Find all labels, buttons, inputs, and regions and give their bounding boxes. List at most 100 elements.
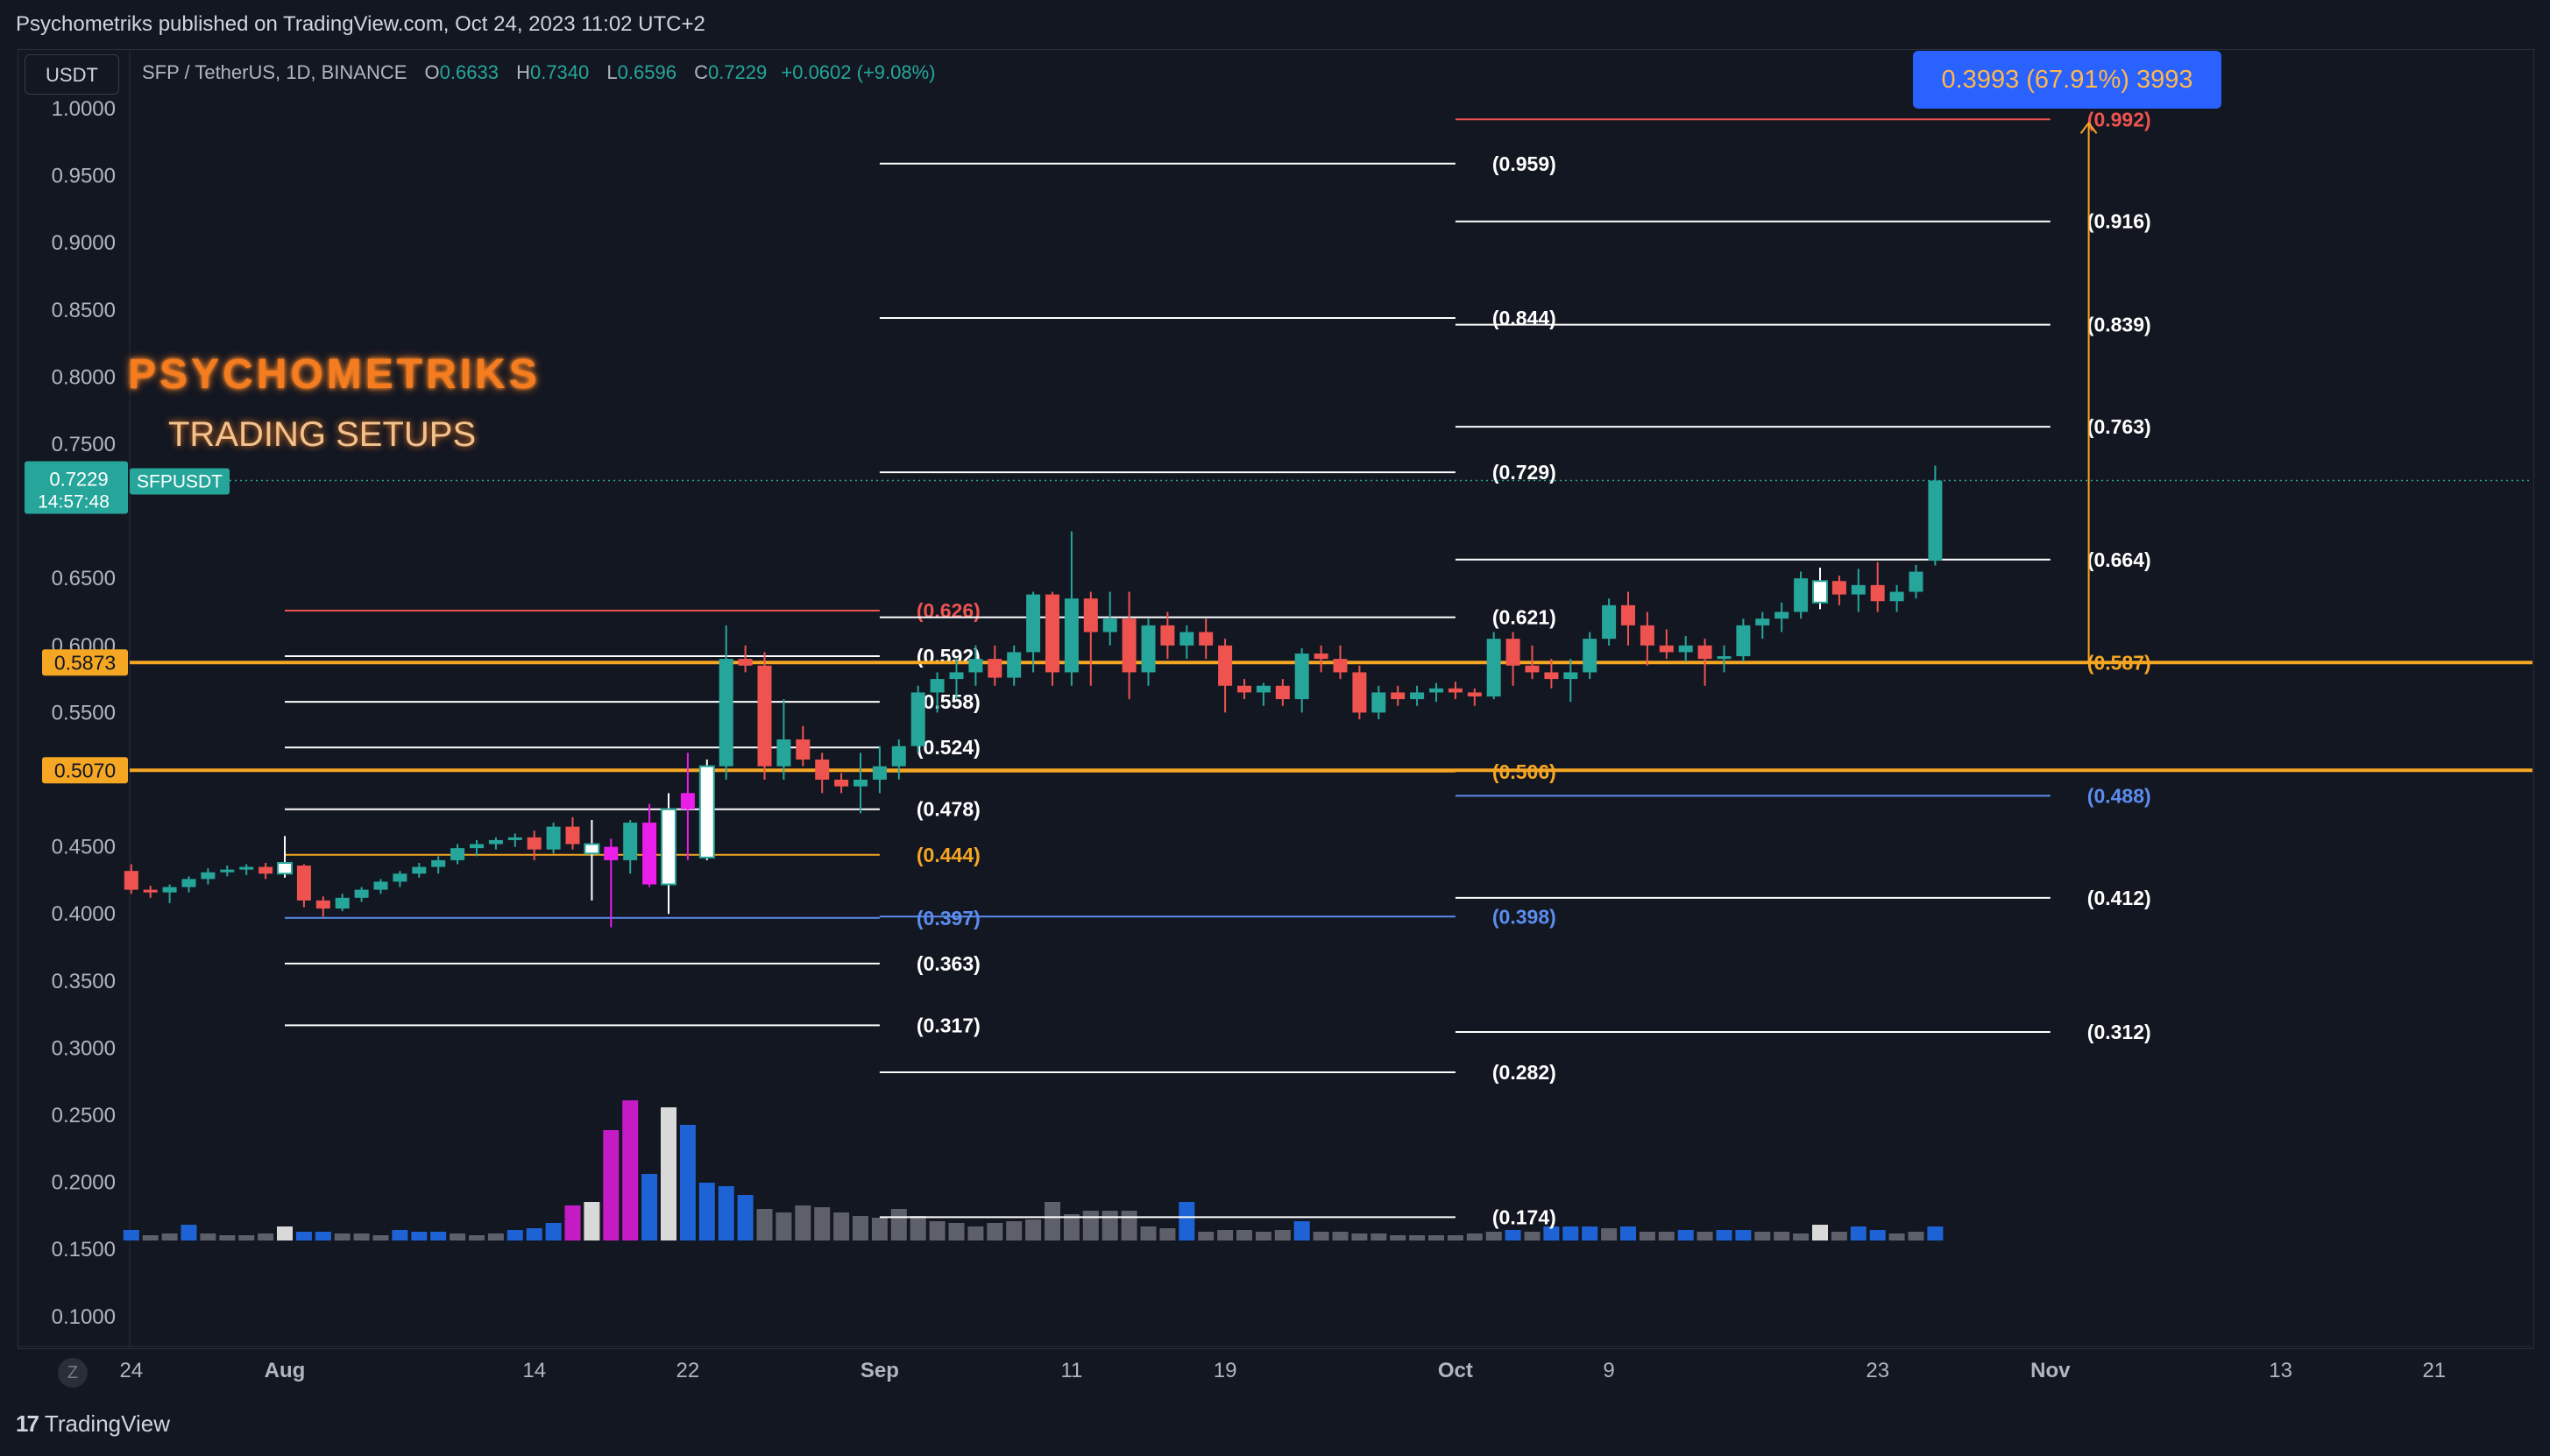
candle-body[interactable] — [698, 765, 715, 859]
candle-body[interactable] — [604, 846, 619, 860]
candle-body[interactable] — [1256, 685, 1271, 693]
candle-body[interactable] — [757, 665, 772, 767]
candle-body[interactable] — [1544, 672, 1559, 680]
candle-body[interactable] — [1026, 594, 1041, 653]
candle-body[interactable] — [373, 881, 388, 890]
price-range-measure-label[interactable]: 0.3993 (67.91%) 3993 — [1913, 51, 2221, 109]
legend-symbol[interactable]: SFP / TetherUS, 1D, BINANCE — [142, 61, 407, 83]
candle-body[interactable] — [315, 900, 330, 909]
candle-body[interactable] — [393, 873, 407, 882]
candle-body[interactable] — [1467, 692, 1482, 697]
candle-body[interactable] — [1812, 580, 1828, 604]
candle-body[interactable] — [1697, 645, 1712, 660]
candle-body[interactable] — [661, 808, 676, 886]
candle-body[interactable] — [738, 659, 753, 666]
candle-body[interactable] — [239, 866, 254, 870]
candle-body[interactable] — [1621, 604, 1635, 626]
candle-body[interactable] — [1659, 645, 1674, 653]
candle-body[interactable] — [1199, 632, 1214, 646]
candle-body[interactable] — [1122, 618, 1137, 673]
candle-body[interactable] — [1179, 632, 1194, 646]
candle-body[interactable] — [1583, 639, 1597, 673]
candle-body[interactable] — [910, 692, 925, 746]
candle-body[interactable] — [949, 672, 964, 680]
zoom-reset-button[interactable]: Z — [58, 1358, 88, 1388]
candle-body[interactable] — [1678, 645, 1693, 653]
candle-body[interactable] — [1141, 625, 1156, 673]
candle-body[interactable] — [1314, 653, 1328, 660]
candle-body[interactable] — [1237, 685, 1251, 693]
candle-body[interactable] — [1429, 688, 1443, 693]
last-price-tag[interactable] — [25, 461, 128, 514]
candle-body[interactable] — [1870, 584, 1885, 602]
candle-body[interactable] — [1294, 653, 1309, 700]
candle-body[interactable] — [546, 826, 561, 850]
candle-body[interactable] — [776, 739, 791, 767]
candle-body[interactable] — [259, 866, 273, 874]
candle-body[interactable] — [470, 844, 484, 849]
candle-body[interactable] — [1045, 594, 1059, 673]
candle-body[interactable] — [891, 746, 906, 767]
candle-body[interactable] — [1525, 665, 1540, 673]
candle-body[interactable] — [968, 659, 983, 673]
candle-body[interactable] — [1717, 656, 1732, 660]
candle-body[interactable] — [1275, 685, 1290, 700]
candle-body[interactable] — [1755, 618, 1770, 626]
candle-body[interactable] — [181, 879, 196, 887]
candle-body[interactable] — [1851, 584, 1866, 595]
price-tag[interactable] — [42, 649, 128, 676]
candle-body[interactable] — [1909, 571, 1923, 592]
candle-body[interactable] — [1736, 625, 1751, 657]
candle-body[interactable] — [1102, 618, 1117, 633]
candle-body[interactable] — [1007, 652, 1022, 678]
candle-body[interactable] — [719, 659, 733, 767]
candle-body[interactable] — [1505, 639, 1520, 666]
price-tag[interactable] — [42, 757, 128, 784]
candle-body[interactable] — [335, 897, 350, 909]
candle-body[interactable] — [1064, 598, 1079, 673]
candle-body[interactable] — [642, 823, 657, 885]
candle-body[interactable] — [143, 889, 158, 893]
candle-body[interactable] — [1410, 692, 1425, 700]
candle-body[interactable] — [162, 887, 177, 893]
candle-body[interactable] — [431, 859, 446, 867]
candle-body[interactable] — [1160, 625, 1175, 646]
candle-body[interactable] — [412, 866, 427, 874]
candle-body[interactable] — [680, 793, 695, 809]
candle-body[interactable] — [872, 766, 887, 780]
candle-body[interactable] — [527, 837, 542, 850]
candle-body[interactable] — [796, 739, 811, 760]
candle-body[interactable] — [1333, 659, 1348, 673]
candle-body[interactable] — [1486, 639, 1501, 697]
candle-body[interactable] — [930, 679, 945, 693]
candle-body[interactable] — [1928, 480, 1943, 561]
symbol-selector-button[interactable]: USDT — [25, 54, 119, 95]
candle-body[interactable] — [450, 848, 465, 860]
candle-body[interactable] — [354, 889, 369, 898]
candle-body[interactable] — [201, 872, 216, 880]
candle-body[interactable] — [1391, 692, 1406, 700]
candle-body[interactable] — [623, 823, 638, 860]
candle-body[interactable] — [1563, 672, 1578, 680]
candle-body[interactable] — [1448, 688, 1463, 693]
candle-body[interactable] — [565, 826, 580, 845]
candle-body[interactable] — [1889, 591, 1904, 602]
candle-body[interactable] — [1774, 611, 1789, 619]
candle-body[interactable] — [988, 659, 1002, 678]
tradingview-logo[interactable]: 17 TradingView — [16, 1410, 170, 1438]
candle-body[interactable] — [488, 839, 503, 845]
candle-body[interactable] — [1794, 578, 1809, 612]
candle-body[interactable] — [834, 780, 849, 787]
candle-body[interactable] — [296, 866, 311, 901]
candle-body[interactable] — [1083, 598, 1098, 633]
candle-body[interactable] — [507, 837, 522, 840]
candle-body[interactable] — [1352, 672, 1367, 713]
candle-body[interactable] — [1371, 692, 1386, 713]
candle-body[interactable] — [277, 861, 293, 875]
candle-body[interactable] — [854, 780, 868, 787]
candle-body[interactable] — [1831, 581, 1846, 595]
candle-body[interactable] — [815, 760, 830, 780]
candle-body[interactable] — [584, 843, 600, 855]
candle-body[interactable] — [1602, 604, 1617, 640]
